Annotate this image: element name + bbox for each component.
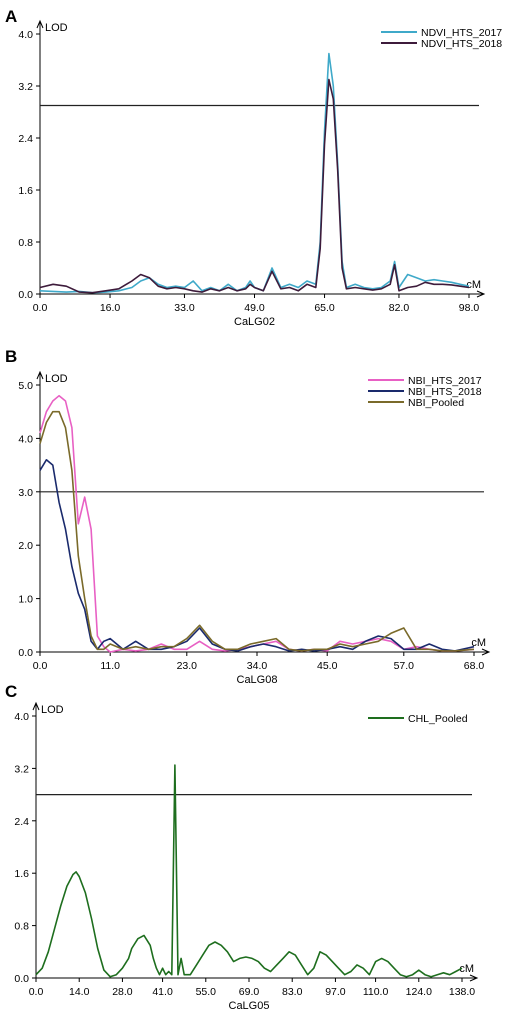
x-tick-label: 0.0 — [29, 986, 44, 998]
legend-label: NDVI_HTS_2017 — [421, 27, 502, 39]
y-tick-label: 4.0 — [18, 433, 33, 445]
y-tick-label: 4.0 — [14, 711, 29, 723]
y-axis-label: LOD — [41, 704, 64, 716]
x-tick-label: 49.0 — [244, 302, 265, 314]
panel-letter: B — [5, 347, 17, 366]
x-axis-arrow — [469, 974, 479, 982]
x-tick-label: 97.0 — [325, 986, 346, 998]
legend-label: NBI_Pooled — [408, 397, 464, 409]
x-axis-title: CaLG02 — [234, 316, 275, 328]
series-line-ndvi-hts-2017 — [39, 52, 470, 294]
y-tick-label: 1.6 — [14, 868, 29, 880]
y-tick-label: 2.0 — [18, 540, 33, 552]
panel-letter: C — [5, 682, 17, 701]
x-tick-label: 28.0 — [112, 986, 133, 998]
y-tick-label: 0.0 — [18, 647, 33, 659]
x-axis-unit: cM — [471, 637, 486, 649]
x-tick-label: 16.0 — [100, 302, 121, 314]
panel-letter: A — [5, 7, 17, 26]
x-tick-label: 33.0 — [174, 302, 195, 314]
y-axis-arrow — [32, 701, 40, 711]
x-tick-label: 82.0 — [389, 302, 410, 314]
y-axis-label: LOD — [45, 22, 68, 34]
x-tick-label: 124.0 — [406, 986, 432, 998]
series-line-nbi-pooled — [39, 410, 475, 652]
x-axis-arrow — [481, 648, 491, 656]
x-tick-label: 41.0 — [152, 986, 173, 998]
legend-label: NDVI_HTS_2018 — [421, 38, 502, 50]
y-tick-label: 3.0 — [18, 487, 33, 499]
y-tick-label: 1.6 — [18, 185, 33, 197]
y-tick-label: 5.0 — [18, 380, 33, 392]
legend-label: NBI_HTS_2018 — [408, 386, 482, 398]
x-tick-label: 65.0 — [314, 302, 335, 314]
x-tick-label: 57.0 — [394, 660, 415, 672]
x-tick-label: 14.0 — [69, 986, 90, 998]
x-axis-arrow — [476, 290, 486, 298]
y-tick-label: 0.0 — [14, 973, 29, 985]
x-tick-label: 11.0 — [100, 660, 120, 672]
x-axis-unit: cM — [459, 963, 474, 975]
series-line-ndvi-hts-2018 — [39, 78, 470, 294]
y-axis-arrow — [36, 19, 44, 29]
y-tick-label: 0.8 — [14, 921, 29, 933]
x-tick-label: 98.0 — [459, 302, 480, 314]
y-tick-label: 2.4 — [14, 816, 29, 828]
y-tick-label: 0.8 — [18, 237, 33, 249]
series-line-nbi-hts-2018 — [39, 458, 475, 652]
y-tick-label: 3.2 — [18, 81, 33, 93]
x-tick-label: 69.0 — [239, 986, 260, 998]
x-tick-label: 138.0 — [449, 986, 475, 998]
x-tick-label: 83.0 — [282, 986, 303, 998]
x-tick-label: 110.0 — [363, 986, 389, 998]
x-tick-label: 45.0 — [317, 660, 338, 672]
series-line-nbi-hts-2017 — [39, 394, 475, 653]
legend-label: NBI_HTS_2017 — [408, 375, 482, 387]
y-tick-label: 3.2 — [14, 763, 29, 775]
x-tick-label: 0.0 — [33, 302, 48, 314]
x-axis-unit: cM — [466, 279, 481, 291]
y-axis-arrow — [36, 370, 44, 380]
x-tick-label: 34.0 — [247, 660, 268, 672]
x-tick-label: 55.0 — [196, 986, 217, 998]
x-axis-title: CaLG05 — [229, 1000, 270, 1012]
y-tick-label: 1.0 — [18, 594, 33, 606]
x-tick-label: 0.0 — [33, 660, 48, 672]
series-line-chl-pooled — [35, 764, 463, 978]
x-tick-label: 68.0 — [464, 660, 485, 672]
y-tick-label: 2.4 — [18, 133, 33, 145]
y-axis-label: LOD — [45, 373, 68, 385]
legend-label: CHL_Pooled — [408, 713, 468, 725]
x-axis-title: CaLG08 — [237, 674, 278, 686]
y-tick-label: 4.0 — [18, 29, 33, 41]
x-tick-label: 23.0 — [177, 660, 198, 672]
y-tick-label: 0.0 — [18, 289, 33, 301]
